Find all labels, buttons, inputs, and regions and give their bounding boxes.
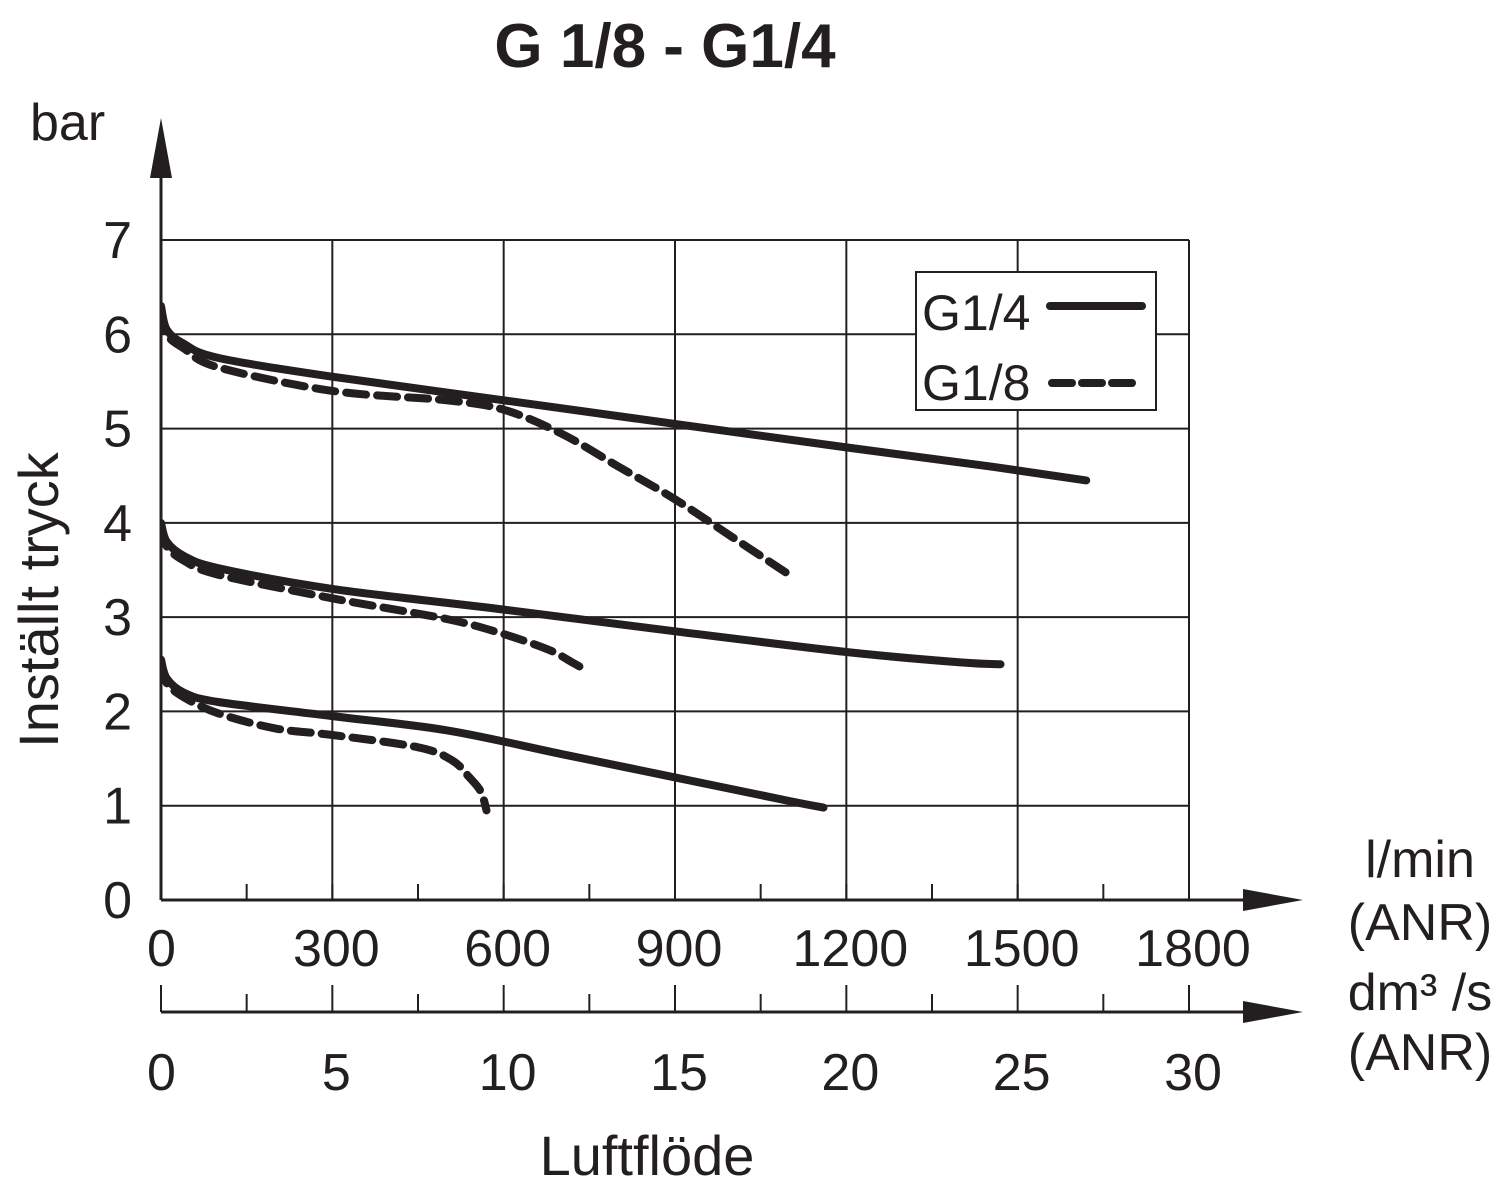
y-tick-label: 7 bbox=[103, 212, 132, 270]
x-axis-title: Luftflöde bbox=[540, 1124, 755, 1187]
series-line-1 bbox=[161, 306, 794, 579]
legend-label-g14: G1/4 bbox=[922, 285, 1030, 341]
x-secondary-tick-label: 20 bbox=[821, 1044, 879, 1102]
x-primary-tick-label: 900 bbox=[636, 920, 723, 978]
y-axis-title: Inställt tryck bbox=[7, 451, 70, 748]
y-tick-label: 2 bbox=[103, 683, 132, 741]
x-primary-tick-label: 300 bbox=[293, 920, 380, 978]
legend-label-g18: G1/8 bbox=[922, 355, 1030, 411]
y-tick-label: 3 bbox=[103, 589, 132, 647]
y-axis-arrow bbox=[150, 118, 172, 178]
y-tick-label: 6 bbox=[103, 306, 132, 364]
x-secondary-tick-label: 25 bbox=[993, 1044, 1051, 1102]
x-secondary-tick-label: 5 bbox=[322, 1044, 351, 1102]
x-secondary-tick-label: 30 bbox=[1164, 1044, 1222, 1102]
ticks: 0 1 2 3 4 5 6 7 0 300 600 900 1200 1500 1800 0 5 10 15 20 25… bbox=[103, 212, 1251, 1102]
x-secondary-tick-label: 0 bbox=[147, 1044, 176, 1102]
x-secondary-tick-label: 15 bbox=[650, 1044, 708, 1102]
x-secondary-unit-line2: (ANR) bbox=[1348, 1024, 1492, 1082]
x-primary-tick-label: 1800 bbox=[1135, 920, 1251, 978]
x-axis-secondary-arrow bbox=[1243, 1001, 1303, 1023]
y-unit-label: bar bbox=[30, 94, 105, 152]
series-line-2 bbox=[161, 518, 1005, 669]
series-line-3 bbox=[161, 523, 588, 673]
y-tick-label: 4 bbox=[103, 495, 132, 553]
x-primary-unit-line1: l/min bbox=[1365, 831, 1475, 889]
series-line-5 bbox=[161, 660, 491, 815]
series-line-4 bbox=[161, 655, 828, 812]
x-secondary-unit-line1: dm³ /s bbox=[1348, 964, 1492, 1022]
chart-title: G 1/8 - G1/4 bbox=[494, 12, 836, 81]
y-tick-label: 0 bbox=[103, 872, 132, 930]
x-primary-tick-label: 600 bbox=[464, 920, 551, 978]
x-axis-primary-arrow bbox=[1243, 889, 1303, 911]
x-primary-tick-label: 1200 bbox=[792, 920, 908, 978]
series-group bbox=[161, 302, 1091, 815]
x-primary-tick-label: 1500 bbox=[964, 920, 1080, 978]
x-primary-tick-label: 0 bbox=[147, 920, 176, 978]
y-tick-label: 1 bbox=[103, 778, 132, 836]
y-tick-label: 5 bbox=[103, 401, 132, 459]
x-primary-unit-line2: (ANR) bbox=[1348, 894, 1492, 952]
legend: G1/4 G1/8 bbox=[915, 271, 1157, 411]
x-secondary-tick-label: 10 bbox=[479, 1044, 537, 1102]
